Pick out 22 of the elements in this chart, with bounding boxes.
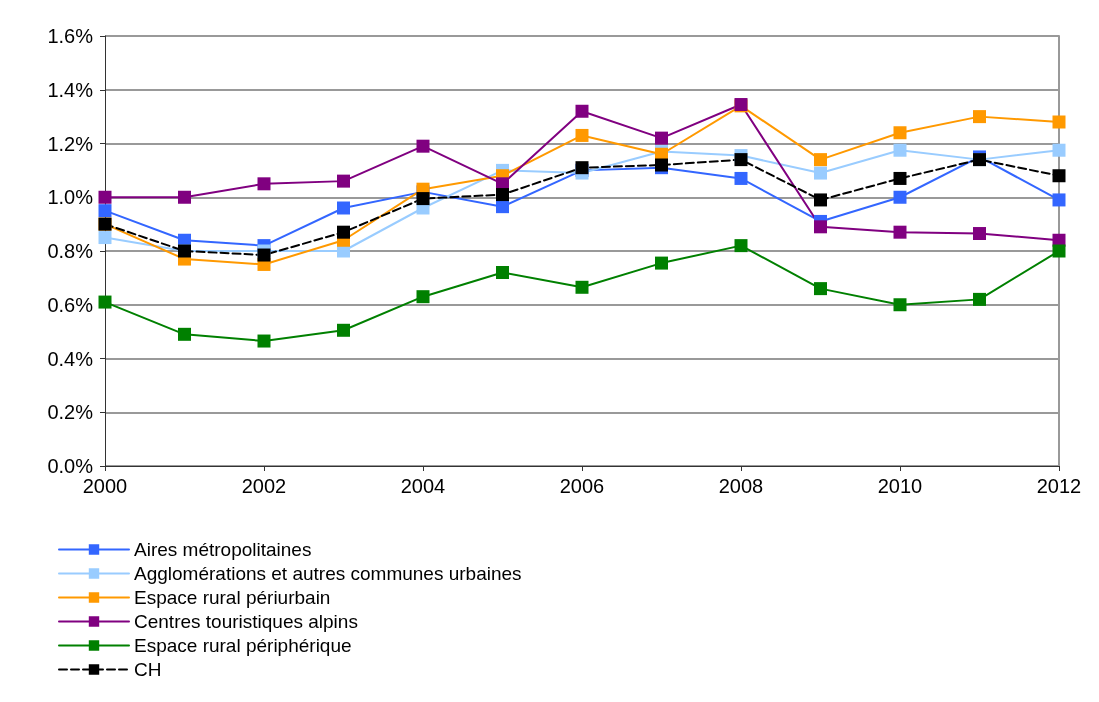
x-tick-label: 2004 [400, 475, 446, 497]
y-tick-label: 0.4% [47, 347, 94, 370]
x-tick-label: 2006 [559, 475, 605, 497]
legend-label: Espace rural périphérique [134, 635, 352, 656]
legend-label: Espace rural périurbain [134, 587, 331, 608]
y-tick-label: 0.0% [47, 455, 94, 477]
legend-label: Aires métropolitaines [134, 539, 312, 560]
x-tick-label: 2010 [877, 475, 923, 497]
legend-label: Centres touristiques alpins [134, 611, 358, 632]
y-tick-label: 0.2% [47, 401, 94, 424]
legend-label: Agglomérations et autres communes urbaines [134, 563, 522, 584]
y-tick-label: 0.6% [47, 293, 94, 316]
x-tick-label: 2002 [241, 475, 287, 497]
y-tick-label: 1.6% [47, 25, 94, 47]
y-tick-label: 1.0% [47, 186, 94, 209]
x-tick-label: 2008 [718, 475, 764, 497]
legend-label: CH [134, 659, 162, 680]
x-tick-label: 2000 [82, 475, 128, 497]
y-tick-label: 1.4% [47, 78, 94, 101]
x-tick-label: 2012 [1036, 475, 1082, 497]
y-tick-label: 1.2% [47, 132, 94, 155]
y-tick-label: 0.8% [47, 240, 94, 262]
